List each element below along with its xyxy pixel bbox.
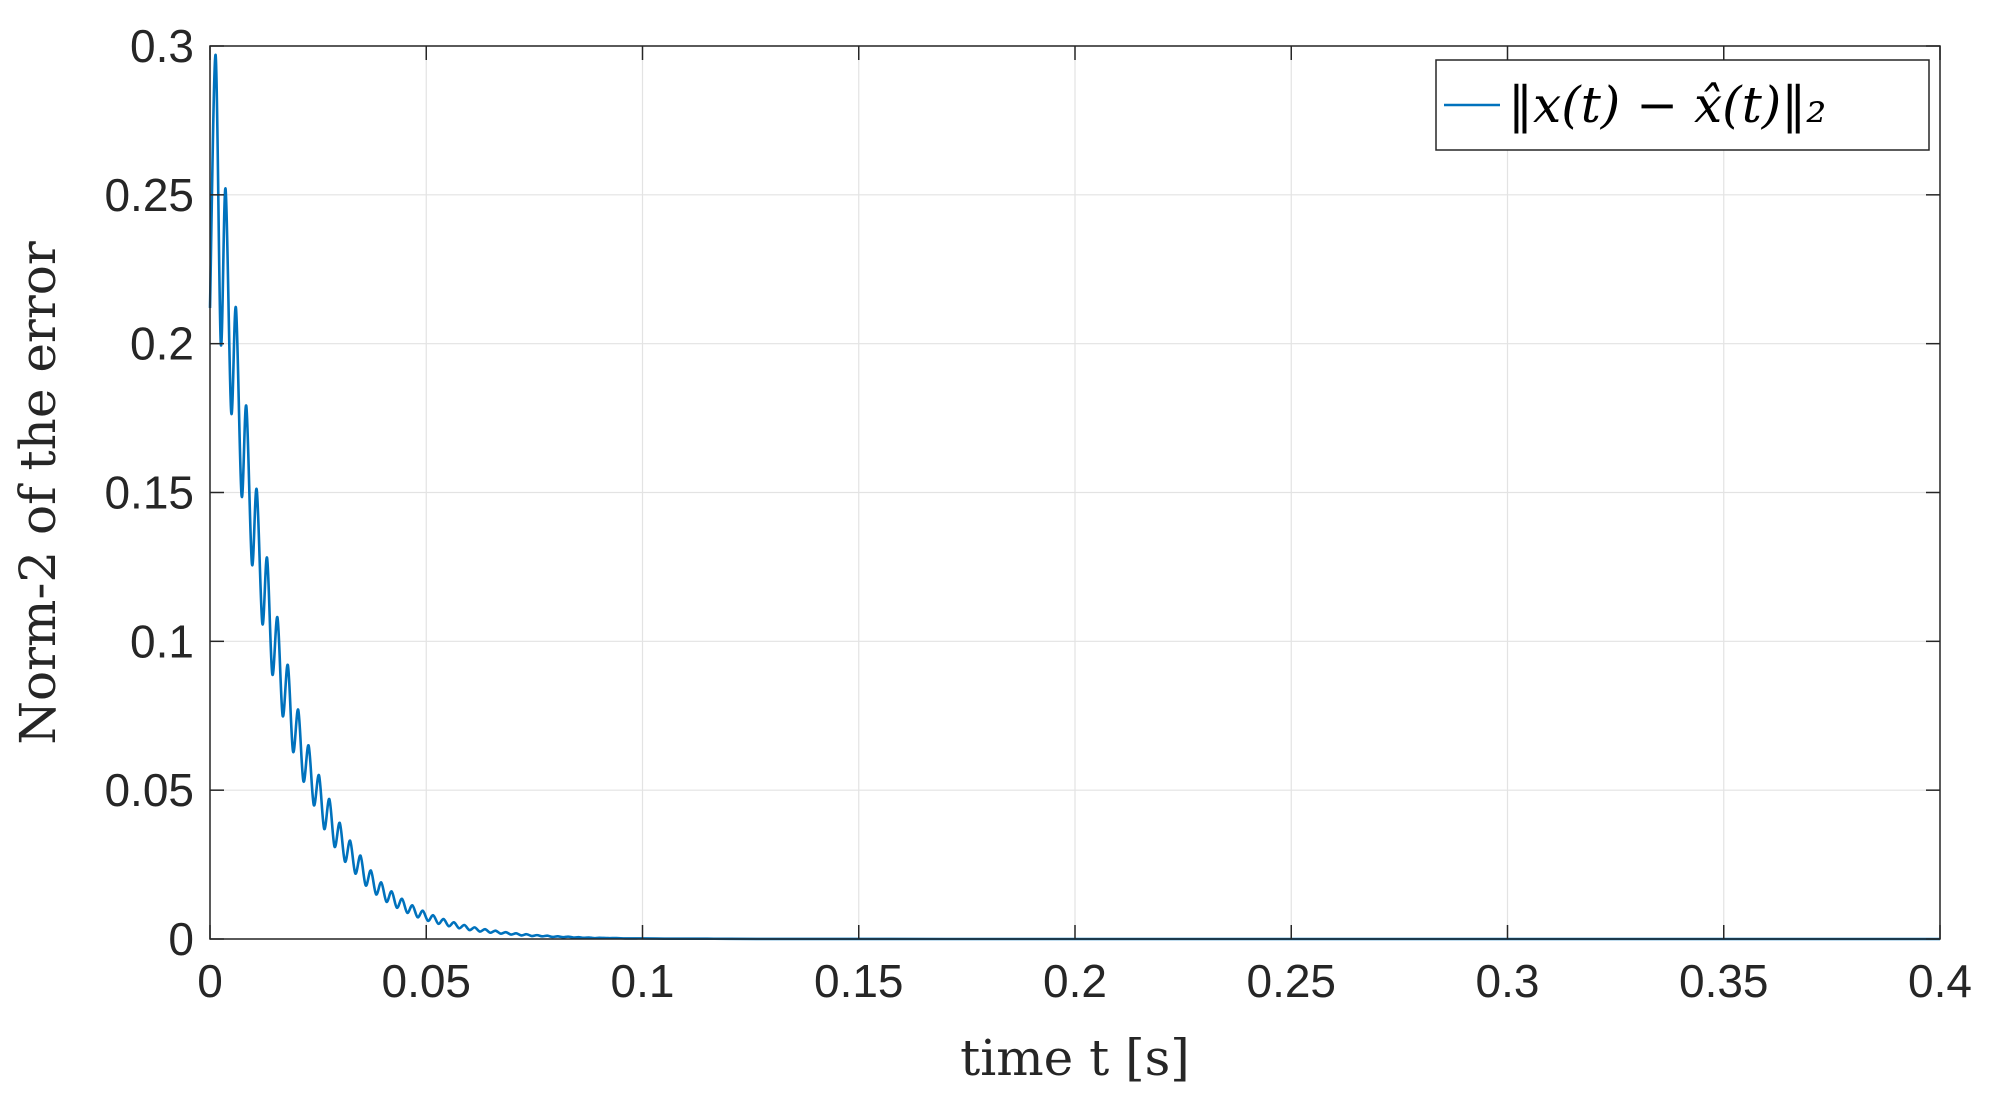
x-tick-label: 0.3 (1476, 955, 1540, 1007)
x-tick-label: 0.35 (1679, 955, 1769, 1007)
y-tick-label: 0.3 (130, 20, 194, 72)
y-tick-label: 0.2 (130, 318, 194, 370)
y-tick-label: 0.05 (104, 764, 194, 816)
x-tick-label: 0.4 (1908, 955, 1972, 1007)
y-tick-label: 0.1 (130, 615, 194, 667)
x-tick-label: 0.05 (381, 955, 471, 1007)
legend: ‖x(t) − x̂(t)‖₂ (1435, 59, 1930, 151)
x-axis-tick-labels: 0 0.05 0.1 0.15 0.2 0.25 0.3 0.35 0.4 (197, 955, 1972, 1007)
y-axis-label: Norm-2 of the error (9, 241, 67, 745)
y-axis-tick-labels: 0 0.05 0.1 0.15 0.2 0.25 0.3 (104, 20, 194, 965)
y-tick-label: 0.15 (104, 467, 194, 519)
x-axis-label: time t [s] (960, 1029, 1190, 1087)
x-tick-label: 0.1 (611, 955, 675, 1007)
legend-box (1435, 59, 1930, 151)
x-tick-label: 0 (197, 955, 223, 1007)
x-tick-label: 0.25 (1246, 955, 1336, 1007)
y-tick-label: 0.25 (104, 169, 194, 221)
legend-label: ‖x(t) − x̂(t)‖₂ (1508, 76, 1826, 134)
x-tick-label: 0.15 (814, 955, 904, 1007)
y-tick-label: 0 (168, 913, 194, 965)
x-tick-label: 0.2 (1043, 955, 1107, 1007)
tick-marks (209, 45, 1941, 940)
